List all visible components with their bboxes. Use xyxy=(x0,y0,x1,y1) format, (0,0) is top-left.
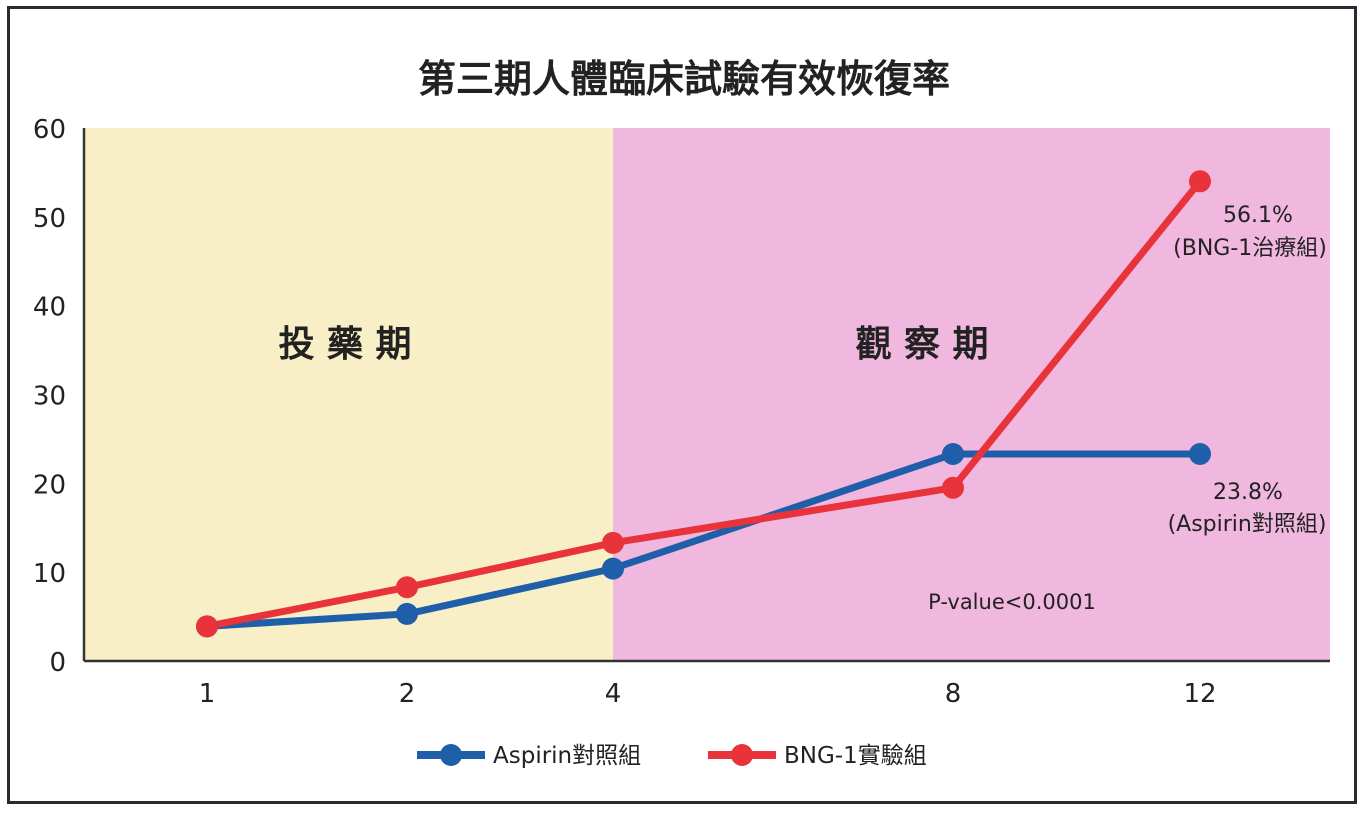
x-tick-label-12: 12 xyxy=(1183,679,1216,709)
series-1-point-4 xyxy=(602,531,624,554)
y-tick-label-30: 30 xyxy=(33,382,66,412)
series-0-point-4 xyxy=(602,557,624,580)
legend-label-aspirin: Aspirin對照組 xyxy=(493,743,641,769)
p-value-annotation: P-value<0.0001 xyxy=(928,590,1096,614)
series-0-point-2 xyxy=(396,602,418,625)
x-tick-label-8: 8 xyxy=(945,679,962,709)
y-tick-label-50: 50 xyxy=(33,204,66,234)
y-tick-label-20: 20 xyxy=(33,470,66,500)
phase-label-dosing: 投 藥 期 xyxy=(278,324,411,365)
legend-marker-bng xyxy=(731,744,753,766)
legend: Aspirin對照組 BNG-1實驗組 xyxy=(417,743,927,769)
y-axis-tick-labels: 0 10 20 30 40 50 60 xyxy=(33,115,66,678)
series-layer xyxy=(196,170,1211,638)
bng-final-value-label: 56.1% xyxy=(1223,203,1293,228)
legend-marker-aspirin xyxy=(440,744,462,766)
phase-background-observation xyxy=(613,128,1330,661)
aspirin-group-label: (Aspirin對照組) xyxy=(1168,512,1327,537)
series-1-point-8 xyxy=(942,476,964,499)
series-1-point-12 xyxy=(1189,170,1211,193)
y-tick-label-0: 0 xyxy=(49,648,66,678)
phase-label-observation: 觀 察 期 xyxy=(855,324,988,365)
series-1-point-1 xyxy=(196,615,218,638)
x-axis-tick-labels: 1 2 4 8 12 xyxy=(199,679,1217,709)
bng-group-label: (BNG-1治療組) xyxy=(1173,236,1327,261)
y-tick-label-60: 60 xyxy=(33,115,66,145)
y-tick-label-10: 10 xyxy=(33,559,66,589)
series-0-point-8 xyxy=(942,443,964,466)
chart-title: 第三期人體臨床試驗有效恢復率 xyxy=(418,57,950,101)
series-1-point-2 xyxy=(396,576,418,599)
x-tick-label-1: 1 xyxy=(199,679,216,709)
phase-background-dosing xyxy=(84,128,613,661)
aspirin-final-value-label: 23.8% xyxy=(1213,480,1283,505)
x-tick-label-2: 2 xyxy=(399,679,416,709)
series-0-point-12 xyxy=(1189,443,1211,466)
x-tick-label-4: 4 xyxy=(605,679,622,709)
legend-label-bng: BNG-1實驗組 xyxy=(784,743,927,769)
y-tick-label-40: 40 xyxy=(33,293,66,323)
